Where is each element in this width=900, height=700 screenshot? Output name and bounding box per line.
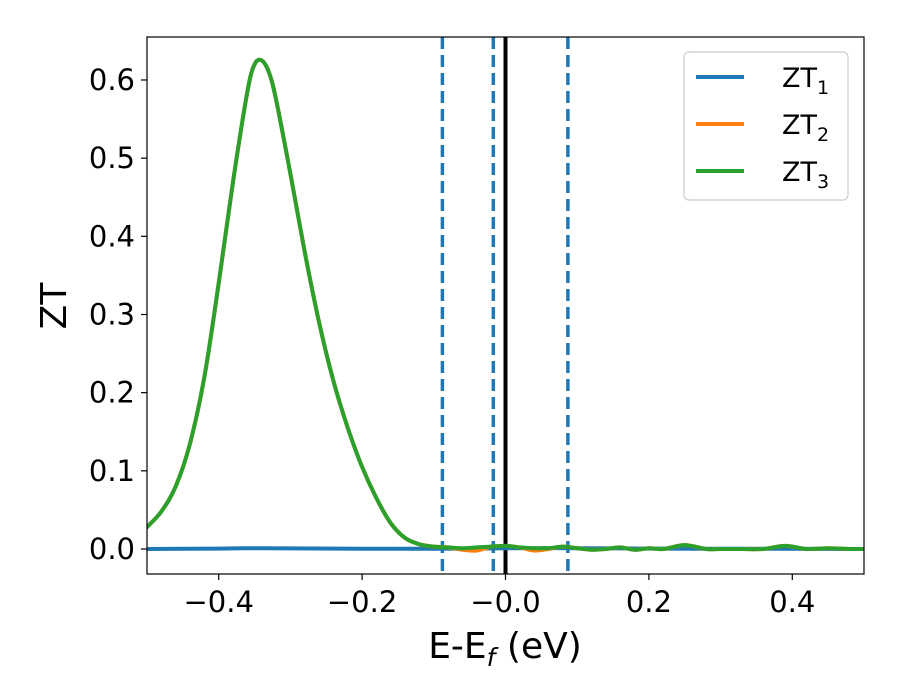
y-tick-label: 0.1 <box>89 454 135 488</box>
legend-label-zt1: ZT1 <box>782 63 829 99</box>
y-tick-label: 0.5 <box>89 141 135 175</box>
legend-label-zt3: ZT3 <box>782 157 829 193</box>
y-tick-label: 0.2 <box>89 376 135 410</box>
legend: ZT1 ZT2 ZT3 <box>683 51 849 201</box>
y-tick-label: 0.6 <box>89 63 135 97</box>
x-tick-label: 0.4 <box>769 585 815 619</box>
y-axis-label: ZT <box>34 282 75 330</box>
y-tick-label: 0.3 <box>89 297 135 331</box>
x-axis-label: E-Ef (eV) <box>428 626 582 672</box>
legend-box <box>683 51 849 201</box>
x-tick-label: −0.0 <box>470 585 540 619</box>
x-tick-label: −0.4 <box>183 585 253 619</box>
x-tick-label: 0.2 <box>626 585 672 619</box>
series-line-zt3 <box>147 57 864 552</box>
legend-label-zt2: ZT2 <box>782 110 829 146</box>
y-tick-label: 0.4 <box>89 219 135 253</box>
y-tick-label: 0.0 <box>89 532 135 566</box>
x-tick-label: −0.2 <box>327 585 397 619</box>
